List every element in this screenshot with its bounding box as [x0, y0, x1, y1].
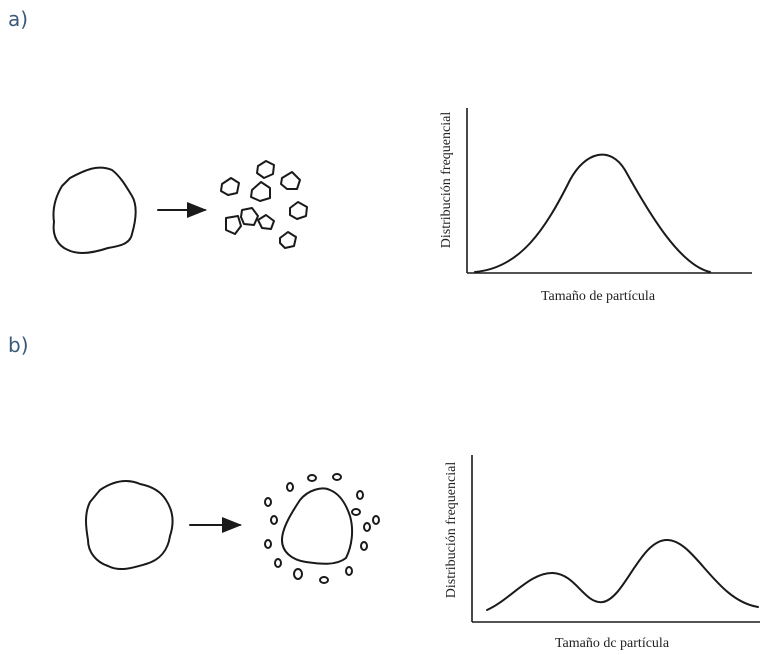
x-axis-label: Tamaño de partícula — [541, 289, 656, 304]
y-axis-label: Distribución frequencial — [439, 112, 454, 249]
panel-label: a) — [8, 7, 28, 31]
x-axis-label: Tamaño dc partícula — [555, 636, 670, 651]
y-axis-label: Distribución frequencial — [444, 462, 459, 599]
panel-label: b) — [8, 333, 29, 357]
background — [0, 0, 762, 655]
diagram: a) Distribución frequencial Tamaño de pa… — [0, 0, 762, 655]
